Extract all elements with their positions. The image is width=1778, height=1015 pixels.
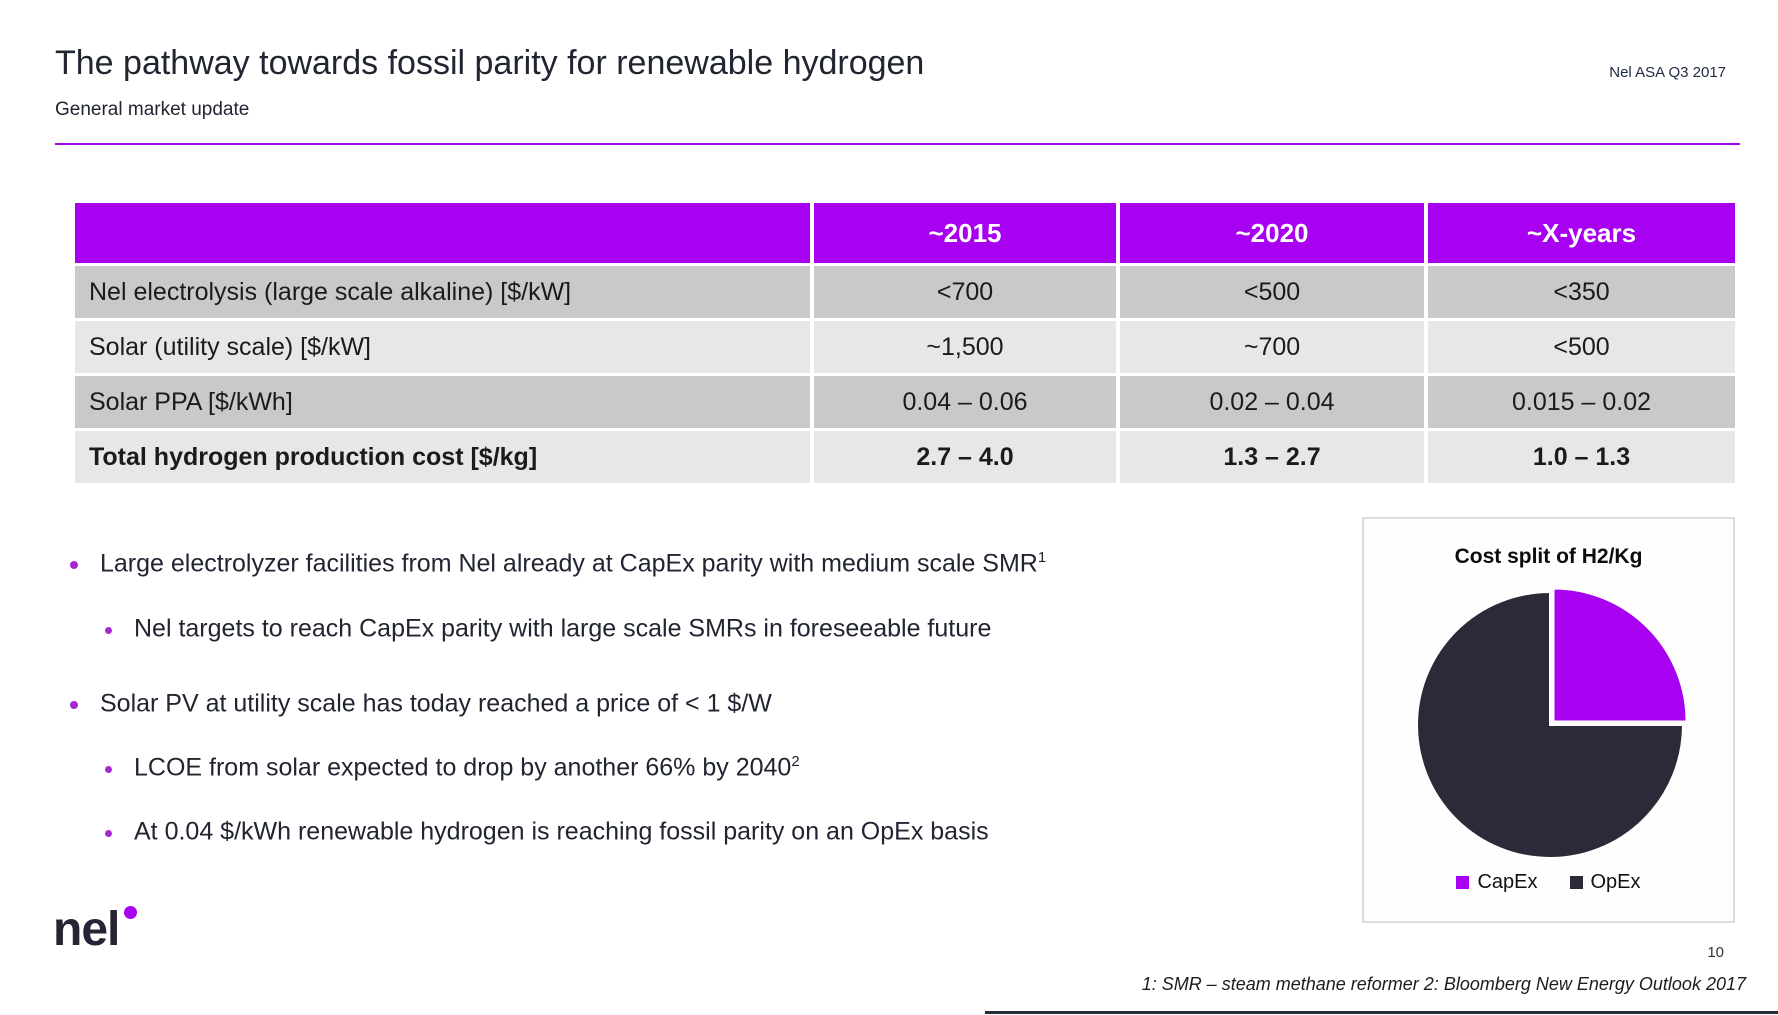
bullet-icon: [105, 766, 112, 773]
page-number: 10: [1707, 944, 1724, 961]
table-cell: 0.02 – 0.04: [1120, 376, 1424, 428]
bottom-divider: [985, 1011, 1778, 1014]
capex-swatch-icon: [1456, 876, 1470, 889]
legend-label: CapEx: [1477, 871, 1538, 893]
chart-title: Cost split of H2/Kg: [1454, 545, 1643, 568]
table-cell: ~1,500: [814, 321, 1116, 373]
nel-logo: nel: [53, 902, 138, 957]
table-cell: <500: [1428, 321, 1735, 373]
bullet-icon: [105, 830, 112, 837]
bullet-item: Solar PV at utility scale has today reac…: [70, 689, 772, 718]
legend-item-capex: CapEx: [1456, 871, 1538, 894]
table-cell: 1.3 – 2.7: [1120, 431, 1424, 483]
bullet-text: Nel targets to reach CapEx parity with l…: [134, 614, 992, 643]
bullet-text: Solar PV at utility scale has today reac…: [100, 689, 772, 718]
bullet-item: Nel targets to reach CapEx parity with l…: [105, 614, 991, 643]
bullet-item: At 0.04 $/kWh renewable hydrogen is reac…: [105, 817, 989, 846]
table-header-empty: [75, 203, 810, 263]
bullet-icon: [70, 561, 78, 569]
table-header-xyears: ~X-years: [1428, 203, 1735, 263]
bullet-item: LCOE from solar expected to drop by anot…: [105, 753, 800, 782]
table-cell: 1.0 – 1.3: [1428, 431, 1735, 483]
bullet-text: LCOE from solar expected to drop by anot…: [134, 753, 800, 782]
cost-table: ~2015 ~2020 ~X-years Nel electrolysis (l…: [75, 203, 1735, 483]
legend-item-opex: OpEx: [1569, 871, 1641, 894]
table-row-label: Solar (utility scale) [$/kW]: [75, 321, 810, 373]
bullet-icon: [70, 701, 78, 709]
table-header-2015: ~2015: [814, 203, 1116, 263]
page-subtitle: General market update: [55, 99, 250, 120]
bullet-text: Large electrolyzer facilities from Nel a…: [100, 549, 1047, 578]
bullet-icon: [105, 627, 112, 634]
table-row-label: Total hydrogen production cost [$/kg]: [75, 431, 810, 483]
table-cell: ~700: [1120, 321, 1424, 373]
footnote-marker: 1: [1037, 549, 1047, 566]
table-cell: <700: [814, 266, 1116, 318]
pie-slice-opex: [1416, 590, 1685, 859]
table-row-label: Nel electrolysis (large scale alkaline) …: [75, 266, 810, 318]
table-header-2020: ~2020: [1120, 203, 1424, 263]
logo-dot-icon: [124, 906, 138, 919]
opex-swatch-icon: [1569, 876, 1583, 889]
cost-split-chart: Cost split of H2/Kg CapEx OpEx: [1362, 517, 1735, 923]
title-divider: [55, 143, 1740, 145]
table-cell: 0.015 – 0.02: [1428, 376, 1735, 428]
page-title: The pathway towards fossil parity for re…: [55, 44, 925, 82]
footnote: 1: SMR – steam methane reformer 2: Bloom…: [1141, 974, 1746, 994]
table-cell: <350: [1428, 266, 1735, 318]
bullet-text: At 0.04 $/kWh renewable hydrogen is reac…: [134, 817, 989, 846]
chart-legend: CapEx OpEx: [1364, 871, 1733, 894]
legend-label: OpEx: [1590, 871, 1641, 893]
bullet-item: Large electrolyzer facilities from Nel a…: [70, 549, 1046, 578]
table-row-label: Solar PPA [$/kWh]: [75, 376, 810, 428]
pie-chart-svg: [1416, 587, 1688, 859]
table-cell: <500: [1120, 266, 1424, 318]
footnote-marker: 2: [791, 753, 800, 770]
table-cell: 0.04 – 0.06: [814, 376, 1116, 428]
table-cell: 2.7 – 4.0: [814, 431, 1116, 483]
deck-reference: Nel ASA Q3 2017: [1609, 64, 1726, 81]
pie-slice-capex: [1552, 587, 1688, 723]
